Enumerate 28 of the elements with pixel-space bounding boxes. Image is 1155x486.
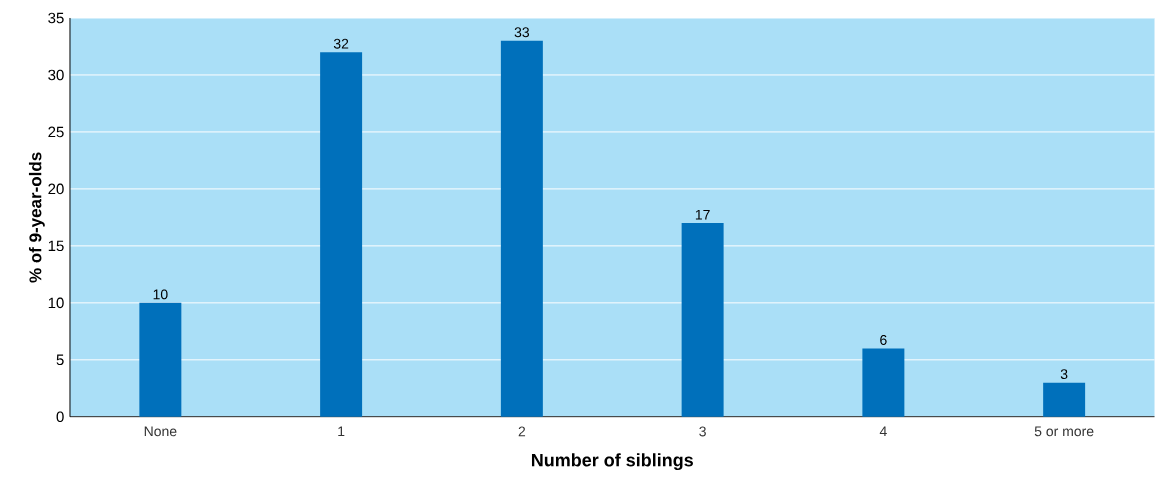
bar bbox=[500, 40, 543, 417]
data-label: 3 bbox=[1060, 369, 1068, 380]
x-tick-label: 3 bbox=[699, 426, 706, 437]
y-tick-label: 0 bbox=[56, 411, 64, 423]
y-tick-label: 10 bbox=[48, 297, 64, 309]
bar bbox=[320, 52, 363, 417]
x-tick-label: None bbox=[144, 426, 177, 437]
y-tick-label: 15 bbox=[48, 240, 64, 252]
x-tick-label: 2 bbox=[518, 426, 526, 437]
data-label: 17 bbox=[695, 210, 710, 220]
x-tick-label: 4 bbox=[879, 426, 887, 437]
x-tick-label: 5 or more bbox=[1034, 426, 1094, 437]
bar bbox=[139, 302, 182, 417]
x-axis-title: Number of siblings bbox=[531, 453, 693, 471]
bar bbox=[681, 223, 724, 417]
y-tick-label: 20 bbox=[48, 183, 64, 195]
x-tick-label: 1 bbox=[338, 426, 345, 437]
y-axis-title: % of 9-year-olds bbox=[28, 152, 45, 283]
data-label: 10 bbox=[153, 289, 168, 300]
bar bbox=[862, 348, 905, 417]
y-tick-label: 30 bbox=[48, 69, 64, 81]
y-tick-label: 25 bbox=[48, 126, 64, 138]
data-label: 6 bbox=[880, 335, 887, 346]
data-label: 33 bbox=[514, 27, 530, 38]
data-label: 32 bbox=[333, 38, 349, 49]
bar bbox=[1043, 382, 1086, 417]
y-tick-label: 35 bbox=[48, 12, 64, 24]
y-tick-label: 5 bbox=[56, 354, 64, 366]
